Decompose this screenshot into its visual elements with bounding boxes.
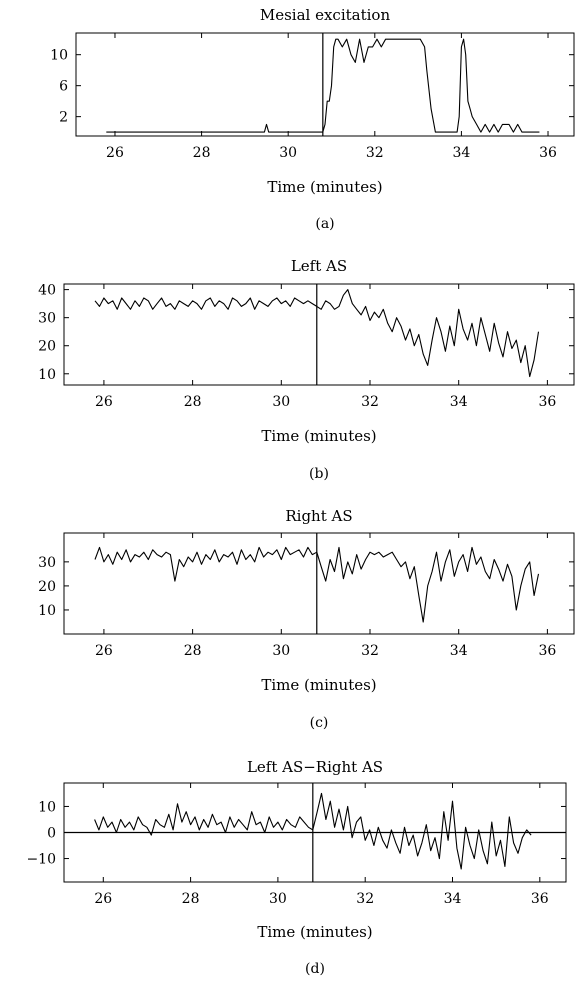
x-tick-label: 26	[94, 891, 112, 907]
x-tick-label: 36	[531, 891, 549, 907]
x-tick-label: 30	[269, 891, 287, 907]
chart-panel: Left AS 26 28 30 32 34 36 10 20 30 40 Time (minutes…	[38, 257, 575, 482]
x-tick-label: 26	[95, 394, 113, 410]
panel-label: (a)	[315, 216, 334, 232]
x-tick-label: 36	[538, 643, 556, 659]
x-tick-label: 36	[538, 394, 556, 410]
x-tick-label: 36	[539, 145, 557, 161]
panel-label: (d)	[305, 961, 325, 977]
x-tick-label: 26	[95, 643, 113, 659]
series-line	[94, 546, 540, 623]
y-tick-label: 10	[38, 799, 56, 815]
x-tick-label: 28	[184, 643, 202, 659]
chart-panel: Right AS 26 28 30 32 34 36 10 20 30 Time (minutes)…	[38, 507, 575, 731]
x-tick-label: 34	[452, 145, 470, 161]
x-tick-label: 26	[106, 145, 124, 161]
y-tick-label: 30	[38, 311, 56, 327]
series-line	[94, 792, 532, 870]
x-tick-label: 28	[182, 891, 200, 907]
chart-title: Right AS	[285, 507, 352, 525]
y-tick-label: 40	[38, 283, 56, 299]
x-tick-label: 34	[444, 891, 462, 907]
x-tick-label: 34	[450, 643, 468, 659]
y-tick-label: 20	[38, 579, 56, 595]
chart-title: Left AS	[291, 257, 347, 275]
plot-frame	[63, 283, 575, 386]
y-tick-label: 30	[38, 555, 56, 571]
series-line	[94, 289, 540, 378]
chart-title: Mesial excitation	[260, 6, 391, 24]
y-tick-label: −10	[26, 852, 56, 868]
y-tick-label: 10	[38, 367, 56, 383]
x-tick-label: 30	[272, 643, 290, 659]
series-line	[106, 38, 540, 133]
y-tick-label: 0	[47, 826, 56, 842]
x-axis-label: Time (minutes)	[257, 923, 372, 941]
x-tick-label: 32	[361, 643, 379, 659]
x-tick-label: 28	[193, 145, 211, 161]
panel-label: (c)	[310, 715, 329, 731]
plot-frame	[75, 32, 575, 137]
x-axis-label: Time (minutes)	[261, 676, 376, 694]
y-tick-label: 10	[38, 603, 56, 619]
x-axis-label: Time (minutes)	[261, 427, 376, 445]
x-tick-label: 32	[361, 394, 379, 410]
y-tick-label: 2	[59, 110, 68, 126]
panel-label: (b)	[309, 466, 329, 482]
x-tick-label: 34	[450, 394, 468, 410]
plot-frame	[63, 532, 575, 635]
x-tick-label: 30	[272, 394, 290, 410]
y-tick-label: 20	[38, 339, 56, 355]
y-tick-label: 10	[50, 48, 68, 64]
x-tick-label: 30	[279, 145, 297, 161]
x-axis-label: Time (minutes)	[267, 178, 382, 196]
y-tick-label: 6	[59, 79, 68, 95]
chart-panel: Left AS−Right AS 26 28 30 32 34 36 −10 0 10 Time (…	[26, 758, 567, 977]
x-tick-label: 32	[356, 891, 374, 907]
x-tick-label: 32	[366, 145, 384, 161]
x-tick-label: 28	[184, 394, 202, 410]
chart-title: Left AS−Right AS	[247, 758, 383, 776]
